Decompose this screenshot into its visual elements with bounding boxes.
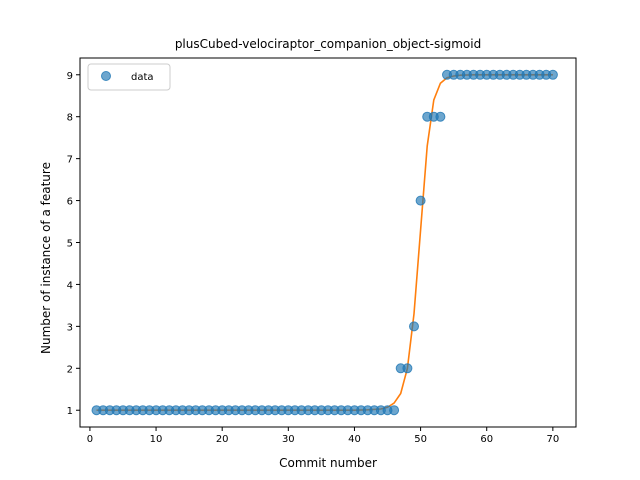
x-tick-label: 60: [480, 434, 493, 445]
data-point: [435, 111, 446, 122]
x-tick-label: 20: [216, 434, 229, 445]
legend-marker-data: [101, 71, 111, 81]
legend-box: [87, 63, 171, 91]
legend: data: [87, 63, 171, 91]
x-tick-label: 10: [150, 434, 163, 445]
y-tick-label: 6: [67, 197, 73, 208]
y-tick-label: 7: [67, 155, 73, 166]
y-tick-label: 8: [67, 113, 73, 124]
y-tick-label: 9: [67, 71, 73, 82]
y-axis-label: Number of instance of a feature: [39, 162, 53, 354]
y-tick-label: 1: [67, 406, 73, 417]
y-tick-label: 2: [67, 364, 73, 375]
data-point: [409, 321, 419, 332]
x-tick-label: 0: [87, 434, 93, 445]
plot-area: [91, 69, 558, 416]
x-tick-label: 50: [414, 434, 427, 445]
x-tick-label: 40: [348, 434, 361, 445]
y-tick-label: 5: [67, 239, 73, 250]
legend-label-data: data: [131, 72, 154, 83]
data-point: [402, 363, 413, 374]
x-axis-label: Commit number: [279, 456, 377, 470]
data-point: [415, 195, 426, 206]
fit-line: [96, 74, 553, 411]
x-tick-label: 30: [282, 434, 295, 445]
data-point: [547, 69, 558, 80]
chart-title: plusCubed-velociraptor_companion_object-…: [175, 37, 481, 51]
y-tick-label: 4: [67, 280, 73, 291]
plot-frame: [79, 57, 577, 428]
y-tick-label: 3: [67, 322, 73, 333]
data-point: [389, 405, 400, 416]
x-tick-label: 70: [546, 434, 559, 445]
axes: 0 10 20 30 40 50 60 70 1 2 3 4 5 6 7 8 9: [67, 57, 577, 445]
